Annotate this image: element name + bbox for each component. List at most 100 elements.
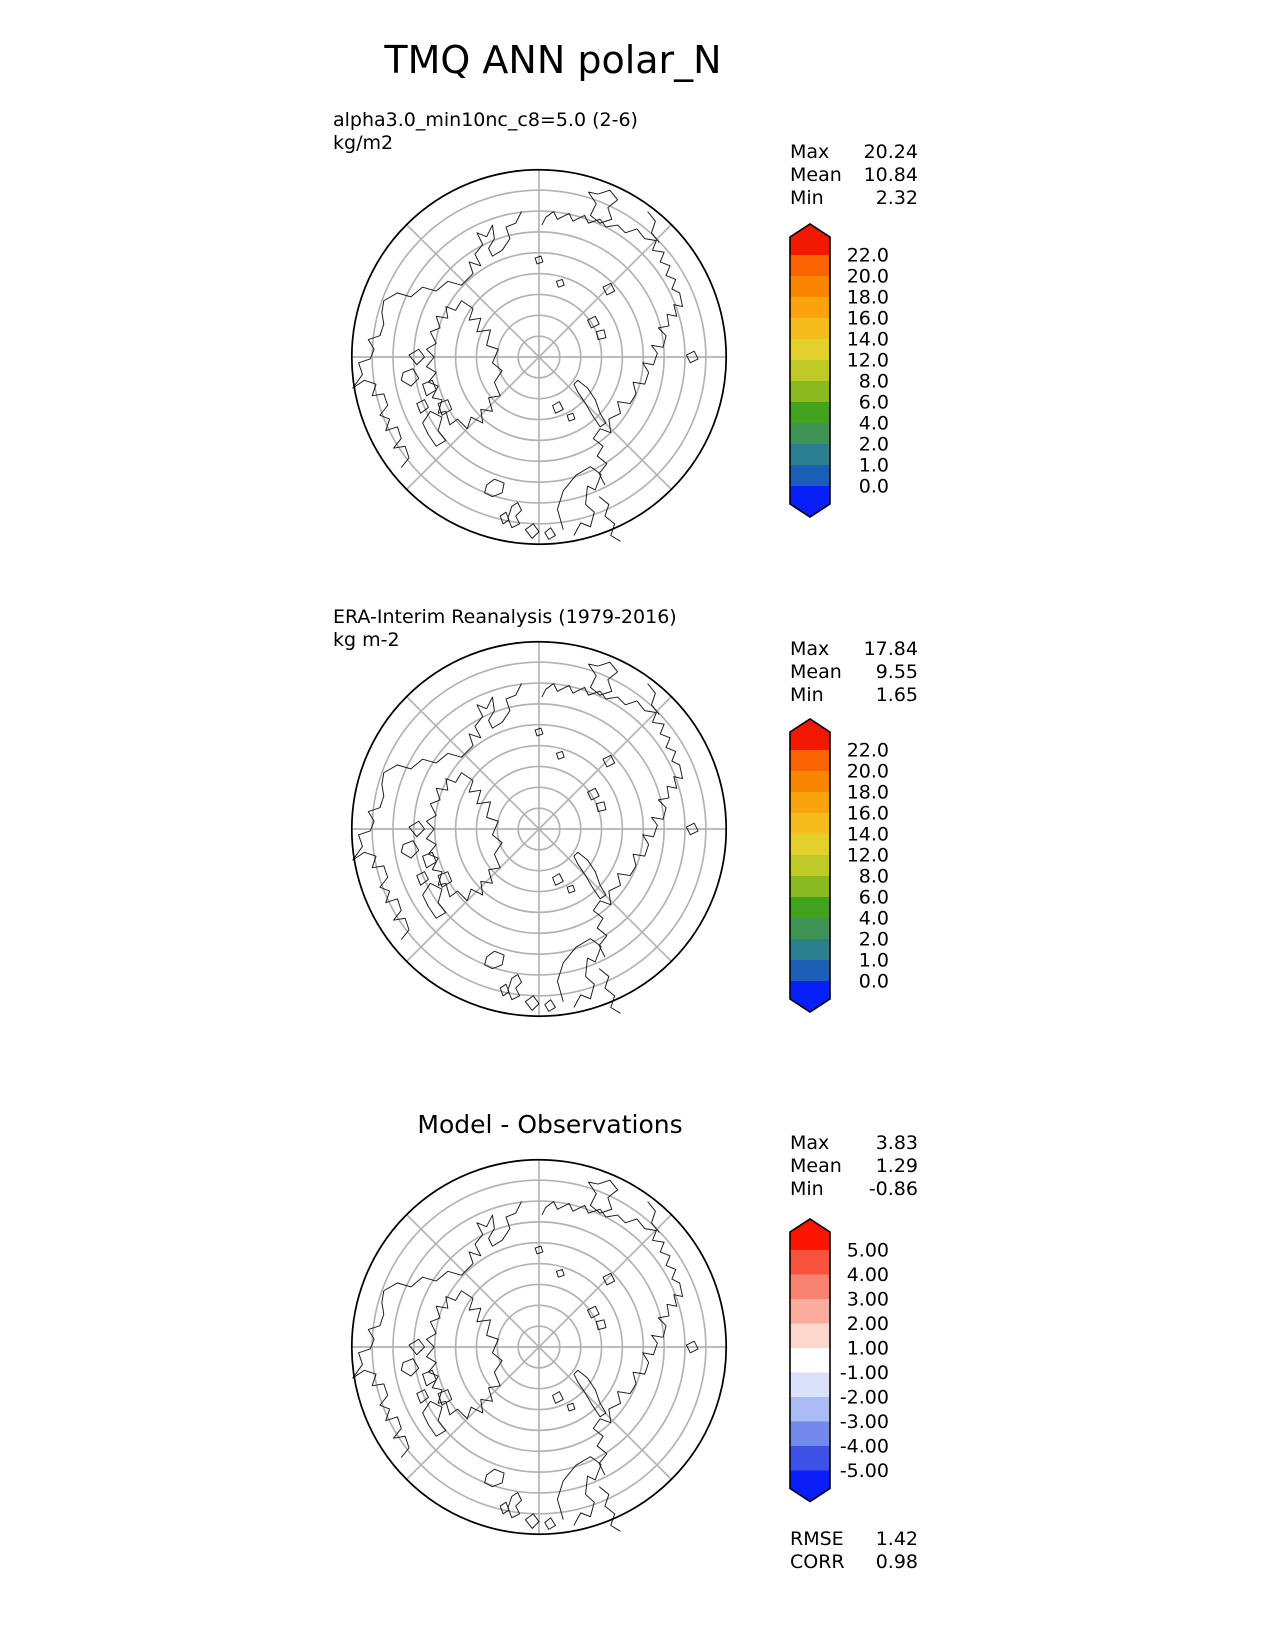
colorbar-tick-label: -5.00 [840, 1460, 889, 1482]
colorbar-tick-label: 4.0 [859, 908, 889, 930]
colorbar-tick-label: 18.0 [847, 287, 889, 309]
stat-value: -0.86 [868, 1178, 918, 1200]
colorbar-tick-label: 4.0 [859, 413, 889, 435]
colorbar-tick-label: -2.00 [840, 1387, 889, 1409]
panel3-footer-stats: RMSE 1.42 CORR 0.98 [790, 1528, 918, 1574]
stat-value: 17.84 [863, 638, 918, 660]
stat-value: 9.55 [875, 661, 918, 683]
panel2-stats: Max 17.84 Mean 9.55 Min 1.65 [790, 638, 918, 707]
stat-label: Min [790, 684, 824, 706]
colorbar-cap-top [790, 1219, 830, 1250]
colorbar-tick-label: 8.0 [859, 371, 889, 393]
panel3-polar-map [345, 1153, 733, 1541]
colorbar-band [790, 1323, 830, 1349]
colorbar-band [790, 318, 830, 340]
stat-label: Mean [790, 164, 842, 186]
colorbar-band [790, 1274, 830, 1300]
colorbar-tick-label: 22.0 [847, 245, 889, 267]
stat-row: Max 20.24 [790, 141, 918, 164]
colorbar-band [790, 939, 830, 961]
colorbar-band [790, 423, 830, 445]
stat-row: Min 1.65 [790, 684, 918, 707]
colorbar-cap-bottom [790, 1470, 830, 1502]
colorbar-tick-label: 20.0 [847, 266, 889, 288]
stat-label: Min [790, 1178, 824, 1200]
stat-label: Max [790, 141, 830, 163]
stat-value: 10.84 [863, 164, 918, 186]
stat-row: Min -0.86 [790, 1178, 918, 1201]
stat-row: Mean 10.84 [790, 164, 918, 187]
stat-value: 1.29 [875, 1155, 918, 1177]
colorbar-tick-label: 4.00 [847, 1264, 889, 1286]
stat-row: Min 2.32 [790, 187, 918, 210]
stat-label: Max [790, 1132, 830, 1154]
colorbar-cap-bottom [790, 486, 830, 517]
stat-row: Max 3.83 [790, 1132, 918, 1155]
colorbar-band [790, 1421, 830, 1447]
colorbar-outline [789, 223, 831, 518]
colorbar-tick-label: 14.0 [847, 824, 889, 846]
stat-label: Max [790, 638, 830, 660]
stat-label: Min [790, 187, 824, 209]
colorbar-tick-label: 16.0 [847, 803, 889, 825]
stat-label: Mean [790, 661, 842, 683]
colorbar-tick-label: 6.0 [859, 392, 889, 414]
stat-row: Mean 1.29 [790, 1155, 918, 1178]
colorbar-band [790, 750, 830, 772]
colorbar-band [790, 465, 830, 487]
colorbar-outline [789, 1218, 831, 1503]
panel1-heading: alpha3.0_min10nc_c8=5.0 (2-6) kg/m2 [333, 109, 638, 155]
colorbar-band [790, 1372, 830, 1398]
colorbar-band [790, 255, 830, 277]
panel1-stats: Max 20.24 Mean 10.84 Min 2.32 [790, 141, 918, 210]
colorbar-tick-label: 2.00 [847, 1313, 889, 1335]
colorbar-band [790, 381, 830, 403]
colorbar-band [790, 1348, 830, 1373]
colorbar-tick-label: 2.0 [859, 434, 889, 456]
colorbar-tick-label: 22.0 [847, 740, 889, 762]
colorbar-band [790, 834, 830, 856]
colorbar-tick-label: -3.00 [840, 1411, 889, 1433]
colorbar-tick-label: 1.0 [859, 455, 889, 477]
colorbar-tick-label: 5.00 [847, 1240, 889, 1262]
colorbar-band [790, 1397, 830, 1422]
panel3-stats: Max 3.83 Mean 1.29 Min -0.86 [790, 1132, 918, 1201]
colorbar-tick-label: 16.0 [847, 308, 889, 330]
colorbar-band [790, 897, 830, 919]
stat-label: CORR [790, 1551, 845, 1573]
colorbar-band [790, 444, 830, 466]
colorbar-outline [789, 718, 831, 1013]
stat-row: Max 17.84 [790, 638, 918, 661]
colorbar-band [790, 1446, 830, 1471]
stat-row: CORR 0.98 [790, 1551, 918, 1574]
colorbar-band [790, 855, 830, 877]
colorbar-tick-label: -4.00 [840, 1436, 889, 1458]
colorbar-cap-bottom [790, 981, 830, 1012]
colorbar-band [790, 918, 830, 940]
colorbar-band [790, 276, 830, 298]
stat-value: 20.24 [863, 141, 918, 163]
colorbar-band [790, 813, 830, 835]
stat-value: 1.42 [875, 1528, 918, 1550]
colorbar-tick-label: 8.0 [859, 866, 889, 888]
panel1-heading-line1: alpha3.0_min10nc_c8=5.0 (2-6) [333, 109, 638, 131]
colorbar-band [790, 792, 830, 814]
colorbar-tick-label: 6.0 [859, 887, 889, 909]
colorbar-cap-top [790, 224, 830, 255]
stat-value: 3.83 [875, 1132, 918, 1154]
stat-value: 0.98 [875, 1551, 918, 1573]
colorbar-band [790, 876, 830, 898]
panel2-heading: ERA-Interim Reanalysis (1979-2016) kg m-… [333, 606, 677, 652]
colorbar-tick-label: 12.0 [847, 350, 889, 372]
panel2-polar-map [345, 635, 733, 1023]
stat-label: RMSE [790, 1528, 844, 1550]
panel3-colorbar: 5.004.00 3.002.00 1.00-1.00 -2.00-3.00 -4.00… [789, 1218, 889, 1503]
panel1-units-label: kg/m2 [333, 132, 394, 154]
panel1-polar-map [345, 163, 733, 551]
colorbar-tick-label: 0.0 [859, 476, 889, 498]
colorbar-band [790, 771, 830, 793]
colorbar-band [790, 339, 830, 361]
colorbar-band [790, 1250, 830, 1275]
stat-value: 2.32 [875, 187, 918, 209]
